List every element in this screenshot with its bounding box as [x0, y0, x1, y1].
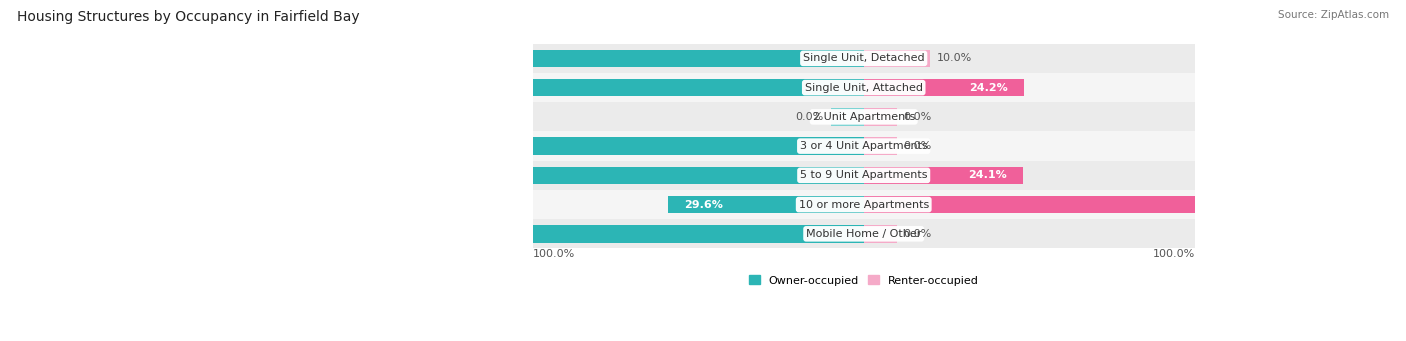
- Text: 5 to 9 Unit Apartments: 5 to 9 Unit Apartments: [800, 170, 928, 180]
- Bar: [863, 225, 897, 242]
- Text: 75.8%: 75.8%: [378, 83, 416, 93]
- Text: 0.0%: 0.0%: [904, 112, 932, 122]
- Bar: [863, 196, 1330, 213]
- Bar: [533, 73, 1195, 102]
- Text: 100.0%: 100.0%: [533, 249, 575, 259]
- Bar: [361, 166, 863, 184]
- Bar: [863, 108, 897, 125]
- Text: 75.9%: 75.9%: [378, 170, 416, 180]
- Bar: [201, 137, 863, 155]
- Bar: [533, 44, 1195, 73]
- Text: Mobile Home / Other: Mobile Home / Other: [806, 229, 921, 239]
- Text: 29.6%: 29.6%: [685, 199, 723, 210]
- Text: 70.5%: 70.5%: [1275, 199, 1315, 210]
- Bar: [533, 102, 1195, 132]
- Bar: [533, 132, 1195, 161]
- Text: 0.0%: 0.0%: [904, 229, 932, 239]
- Text: 24.2%: 24.2%: [969, 83, 1008, 93]
- Text: 100.0%: 100.0%: [1153, 249, 1195, 259]
- Bar: [267, 49, 863, 67]
- Text: 10.0%: 10.0%: [936, 53, 972, 63]
- Legend: Owner-occupied, Renter-occupied: Owner-occupied, Renter-occupied: [744, 271, 983, 290]
- Text: 100.0%: 100.0%: [218, 229, 264, 239]
- Text: Housing Structures by Occupancy in Fairfield Bay: Housing Structures by Occupancy in Fairf…: [17, 10, 360, 24]
- Bar: [361, 79, 863, 97]
- Text: 2 Unit Apartments: 2 Unit Apartments: [813, 112, 915, 122]
- Bar: [863, 79, 1024, 97]
- Text: 3 or 4 Unit Apartments: 3 or 4 Unit Apartments: [800, 141, 928, 151]
- Text: Source: ZipAtlas.com: Source: ZipAtlas.com: [1278, 10, 1389, 20]
- Text: 100.0%: 100.0%: [218, 141, 264, 151]
- Text: 10 or more Apartments: 10 or more Apartments: [799, 199, 929, 210]
- Bar: [863, 166, 1024, 184]
- Bar: [533, 190, 1195, 219]
- Bar: [863, 137, 897, 155]
- Text: 90.0%: 90.0%: [284, 53, 323, 63]
- Text: Single Unit, Detached: Single Unit, Detached: [803, 53, 925, 63]
- Bar: [863, 49, 929, 67]
- Bar: [201, 225, 863, 242]
- Bar: [533, 161, 1195, 190]
- Text: 24.1%: 24.1%: [967, 170, 1007, 180]
- Bar: [831, 108, 863, 125]
- Text: 0.0%: 0.0%: [904, 141, 932, 151]
- Text: 0.0%: 0.0%: [796, 112, 824, 122]
- Bar: [533, 219, 1195, 249]
- Text: Single Unit, Attached: Single Unit, Attached: [804, 83, 922, 93]
- Bar: [668, 196, 863, 213]
